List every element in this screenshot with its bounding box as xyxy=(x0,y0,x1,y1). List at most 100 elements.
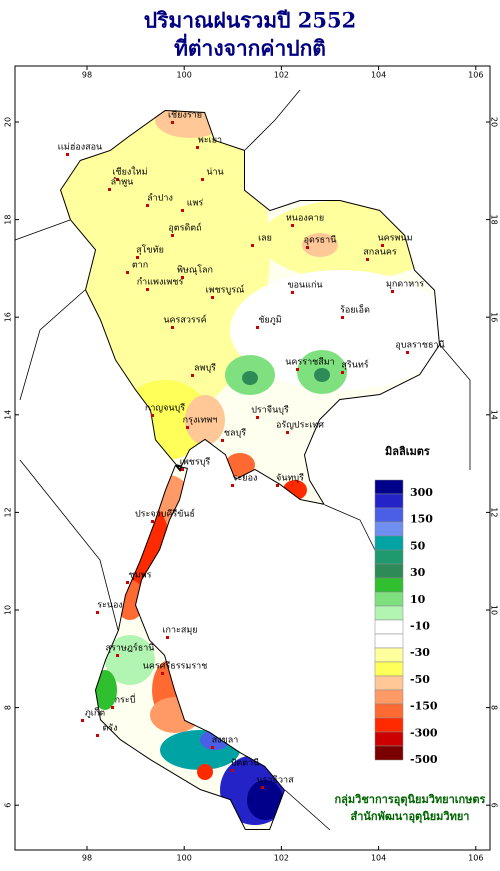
place-label: แพร่ xyxy=(187,199,204,209)
legend-swatch xyxy=(374,633,404,649)
legend-label: 150 xyxy=(410,513,433,526)
station-dot xyxy=(171,121,174,124)
legend-swatch xyxy=(374,731,404,747)
subtitle: ที่ต่างจากค่าปกติ xyxy=(174,33,326,61)
legend-swatch xyxy=(374,619,404,635)
station-dot xyxy=(196,146,199,149)
place-label: มุกดาหาร xyxy=(386,280,424,290)
legend-swatch xyxy=(374,647,404,663)
station-dot xyxy=(161,672,164,675)
station-dot xyxy=(108,188,111,191)
legend-label: -500 xyxy=(410,753,438,766)
station-dot xyxy=(276,484,279,487)
place-label: ประจวบคีรีขันธ์ xyxy=(135,508,195,520)
place-label: ลพบุรี xyxy=(194,363,216,374)
legend-swatch xyxy=(374,549,404,565)
station-dot xyxy=(191,374,194,377)
legend-swatch xyxy=(374,661,404,677)
place-label: เกาะสมุย xyxy=(162,626,197,636)
lat-label: 12 xyxy=(490,507,499,517)
legend-label: 50 xyxy=(410,539,426,552)
station-dot xyxy=(341,371,344,374)
lat-label: 18 xyxy=(4,215,13,225)
station-dot xyxy=(171,326,174,329)
station-dot xyxy=(181,209,184,212)
place-label: พะเยา xyxy=(198,136,222,146)
legend-label: -30 xyxy=(410,646,430,659)
place-label: สกลนคร xyxy=(363,248,397,258)
lat-label: 8 xyxy=(4,705,13,710)
lat-label: 10 xyxy=(490,605,499,615)
place-label: ชัยภูมิ xyxy=(258,315,281,326)
lon-label: 104 xyxy=(371,854,386,863)
lat-label: 20 xyxy=(490,117,499,127)
legend-label: -10 xyxy=(410,620,430,633)
lat-label: 6 xyxy=(490,803,499,808)
station-dot xyxy=(96,734,99,737)
place-label: ตาก xyxy=(132,261,148,271)
legend-swatch xyxy=(374,605,404,621)
station-dot xyxy=(256,326,259,329)
place-label: อุดรธานี xyxy=(304,235,337,246)
lon-label: 100 xyxy=(177,71,192,80)
place-label: เชียงใหม่ xyxy=(112,167,147,178)
place-label: กาญจนบุรี xyxy=(145,403,185,414)
place-label: ลำปาง xyxy=(147,193,173,204)
credit: สำนักพัฒนาอุตุนิยมวิทยา xyxy=(351,810,470,824)
neighbor-borders xyxy=(14,89,471,831)
legend-swatch xyxy=(374,591,404,607)
station-dot xyxy=(231,484,234,487)
place-label: ระนอง xyxy=(97,601,123,611)
station-dot xyxy=(171,234,174,237)
station-dot xyxy=(151,414,154,417)
station-dot xyxy=(286,431,289,434)
legend-title: มิลลิเมตร xyxy=(385,445,430,458)
place-label: กรุงเทพฯ xyxy=(183,416,218,426)
place-label: ขอนแก่น xyxy=(287,281,322,291)
station-dot xyxy=(256,416,259,419)
lat-label: 14 xyxy=(490,410,499,420)
station-dot xyxy=(291,224,294,227)
place-label: เลย xyxy=(258,234,272,244)
lon-label: 98 xyxy=(82,71,92,80)
station-dot xyxy=(146,204,149,207)
lat-label: 20 xyxy=(4,117,13,127)
place-label: ชลบุรี xyxy=(224,428,246,439)
place-label: ตรัง xyxy=(102,724,117,734)
station-dot xyxy=(96,611,99,614)
place-label: จันทบุรี xyxy=(276,473,304,484)
place-label: สุรินทร์ xyxy=(341,359,368,371)
station-dot xyxy=(66,153,69,156)
station-dot xyxy=(126,581,129,584)
place-label: ปัตตานี xyxy=(231,758,260,769)
station-dot xyxy=(186,426,189,429)
station-dot xyxy=(81,719,84,722)
place-label: กำแพงเพชร xyxy=(137,277,184,288)
station-dot xyxy=(126,271,129,274)
station-dot xyxy=(146,288,149,291)
place-label: ภูเก็ต xyxy=(85,706,105,719)
place-label: น่าน xyxy=(206,168,223,178)
lon-label: 100 xyxy=(177,854,192,863)
place-label: สงขลา xyxy=(212,736,239,746)
station-dot xyxy=(151,520,154,523)
lon-label: 104 xyxy=(371,71,386,80)
station-dot xyxy=(181,468,184,471)
station-dot xyxy=(296,368,299,371)
lat-label: 8 xyxy=(490,705,499,710)
lat-label: 6 xyxy=(4,803,13,808)
place-label: ร้อยเอ็ด xyxy=(340,303,370,316)
legend-swatch xyxy=(374,703,404,719)
lon-label: 102 xyxy=(274,71,289,80)
station-dot xyxy=(111,706,114,709)
place-label: ปราจีนบุรี xyxy=(251,405,289,416)
legend-swatch xyxy=(374,563,404,579)
legend-label: -300 xyxy=(410,726,438,739)
place-label: สุราษฎร์ธานี xyxy=(106,642,155,654)
station-dot xyxy=(341,316,344,319)
lon-label: 106 xyxy=(468,854,483,863)
legend-label: 10 xyxy=(410,593,426,606)
place-label: เชียงราย xyxy=(168,110,202,121)
place-label: อุตรดิตถ์ xyxy=(168,222,201,234)
